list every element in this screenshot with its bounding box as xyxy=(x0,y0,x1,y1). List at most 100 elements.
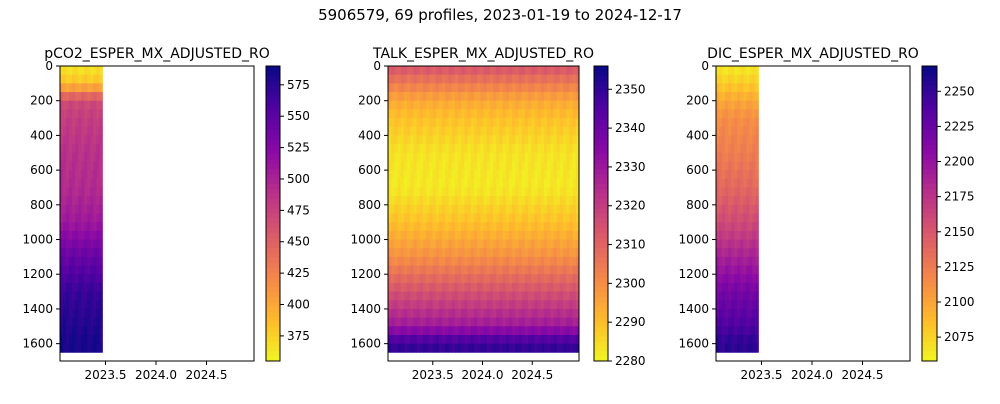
heatmap-cell xyxy=(394,100,398,110)
colorbar-segment xyxy=(594,218,608,224)
heatmap-cell xyxy=(508,334,513,345)
heatmap-cell xyxy=(550,204,554,214)
heatmap-cell xyxy=(722,196,726,206)
heatmap-cell xyxy=(569,66,574,76)
heatmap-cell xyxy=(454,300,459,310)
heatmap-cell xyxy=(746,135,750,145)
heatmap-cell xyxy=(407,178,411,188)
heatmap-cell xyxy=(413,74,418,84)
heatmap-cell xyxy=(432,222,437,232)
colorbar-segment xyxy=(922,174,937,180)
heatmap-cell xyxy=(737,74,741,84)
heatmap-cell xyxy=(416,74,421,84)
heatmap-cell xyxy=(407,334,411,345)
colorbar-segment xyxy=(594,272,608,278)
heatmap-cell xyxy=(84,83,88,93)
heatmap-cell xyxy=(486,230,491,240)
heatmap-cell xyxy=(496,317,500,327)
heatmap-cell xyxy=(442,109,446,119)
colorbar-segment xyxy=(594,208,608,214)
heatmap-cell xyxy=(499,187,503,197)
heatmap-cell xyxy=(394,282,398,292)
heatmap-cell xyxy=(438,282,443,292)
heatmap-cell xyxy=(563,256,567,266)
heatmap-cell xyxy=(518,343,523,353)
heatmap-cell xyxy=(397,152,402,162)
heatmap-cell xyxy=(505,343,510,353)
heatmap-cell xyxy=(99,196,103,206)
heatmap-cell xyxy=(413,152,418,162)
heatmap-cell xyxy=(755,334,759,345)
heatmap-cell xyxy=(556,161,561,171)
y-tick-label: 1200 xyxy=(22,267,53,281)
colorbar-segment xyxy=(594,277,608,283)
heatmap-cell xyxy=(569,92,574,102)
heatmap-cell xyxy=(572,152,577,162)
heatmap-cell xyxy=(407,274,411,284)
heatmap-cell xyxy=(524,239,529,249)
heatmap-cell xyxy=(60,274,64,284)
heatmap-cell xyxy=(470,83,475,93)
heatmap-cell xyxy=(473,152,478,162)
heatmap-cell xyxy=(521,187,526,197)
heatmap-cell xyxy=(556,248,561,258)
heatmap-cell xyxy=(473,196,478,206)
heatmap-cell xyxy=(547,109,551,119)
heatmap-cell xyxy=(69,239,73,249)
heatmap-cell xyxy=(725,74,729,84)
heatmap-cell xyxy=(451,256,456,266)
colorbar-segment xyxy=(266,115,280,121)
heatmap-cell xyxy=(78,256,82,266)
heatmap-cell xyxy=(746,248,750,258)
heatmap-cell xyxy=(543,135,548,145)
heatmap-cell xyxy=(394,343,398,353)
heatmap-cell xyxy=(728,334,732,345)
heatmap-cell xyxy=(391,92,395,102)
heatmap-cell xyxy=(719,308,723,319)
heatmap-cell xyxy=(461,274,465,284)
heatmap-cell xyxy=(547,317,551,327)
heatmap-cell xyxy=(746,83,750,93)
heatmap-cell xyxy=(531,204,535,214)
heatmap-cell xyxy=(477,178,481,188)
heatmap-cell xyxy=(75,126,79,136)
heatmap-cell xyxy=(740,239,744,249)
heatmap-cell xyxy=(66,265,70,275)
heatmap-cell xyxy=(391,308,395,319)
heatmap-cell xyxy=(75,239,79,249)
heatmap-cell xyxy=(515,83,519,93)
heatmap-cell xyxy=(403,300,408,310)
heatmap-cell xyxy=(569,248,574,258)
y-tick-label: 800 xyxy=(686,198,709,212)
heatmap-cell xyxy=(575,308,579,319)
heatmap-cell xyxy=(75,326,79,336)
heatmap-cell xyxy=(512,222,516,232)
heatmap-cell xyxy=(524,308,529,319)
heatmap-cell xyxy=(547,66,551,76)
heatmap-cell xyxy=(493,300,497,310)
heatmap-cell xyxy=(531,239,535,249)
heatmap-cell xyxy=(467,274,472,284)
heatmap-cell xyxy=(461,126,465,136)
heatmap-cell xyxy=(486,204,491,214)
colorbar-segment xyxy=(266,193,280,200)
colorbar-tick-label: 475 xyxy=(287,203,310,217)
heatmap-cell xyxy=(400,152,405,162)
heatmap-cell xyxy=(96,248,100,258)
heatmap-cell xyxy=(749,274,753,284)
heatmap-cell xyxy=(515,239,519,249)
heatmap-cell xyxy=(467,187,472,197)
heatmap-cell xyxy=(734,239,738,249)
heatmap-cell xyxy=(749,256,753,266)
heatmap-cell xyxy=(397,265,402,275)
heatmap-cell xyxy=(397,256,402,266)
heatmap-cell xyxy=(445,274,449,284)
heatmap-cell xyxy=(575,92,579,102)
heatmap-cell xyxy=(75,317,79,327)
heatmap-cell xyxy=(547,118,551,128)
heatmap-cell xyxy=(403,291,408,301)
heatmap-cell xyxy=(746,308,750,319)
heatmap-cell xyxy=(515,74,519,84)
colorbar-segment xyxy=(594,267,608,273)
heatmap-cell xyxy=(515,152,519,162)
